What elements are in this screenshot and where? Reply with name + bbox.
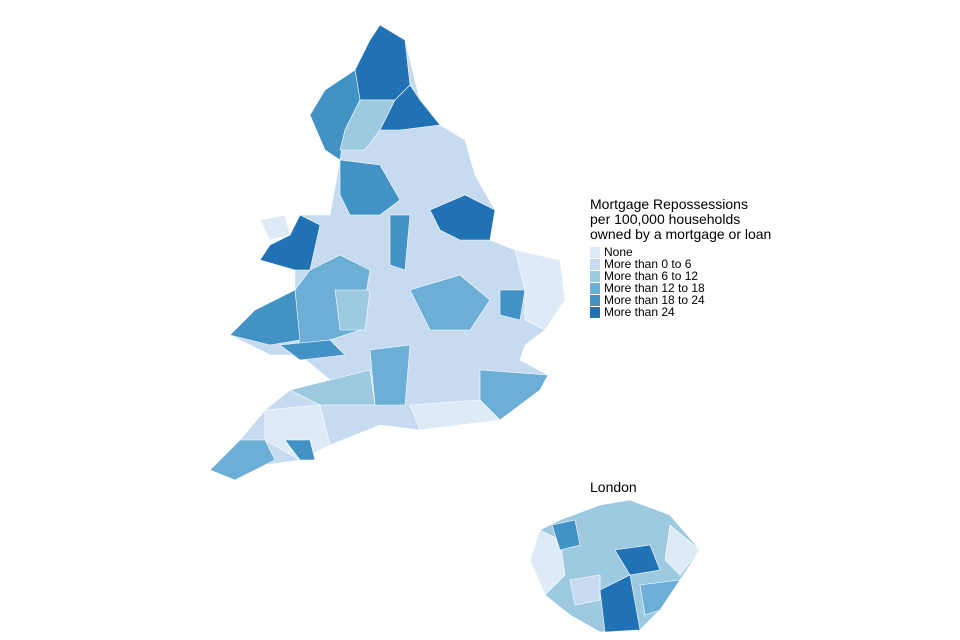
region <box>479 369 549 421</box>
legend-swatch <box>590 271 600 282</box>
region <box>614 544 661 576</box>
inset-title: London <box>590 479 637 495</box>
region <box>379 84 441 131</box>
region <box>284 439 316 461</box>
region <box>354 24 411 101</box>
region <box>569 574 601 606</box>
london-inset <box>529 499 701 633</box>
legend-label: More than 18 to 24 <box>604 293 705 307</box>
legend-swatch <box>590 259 600 270</box>
england-wales <box>209 24 566 481</box>
legend-title: per 100,000 households <box>590 211 740 227</box>
legend-label: More than 6 to 12 <box>604 269 698 283</box>
legend-title: owned by a mortgage or loan <box>590 226 771 242</box>
legend-swatch <box>590 247 600 258</box>
legend: Mortgage Repossessions per 100,000 house… <box>590 196 771 319</box>
region <box>334 289 371 331</box>
legend-swatch <box>590 307 600 318</box>
region <box>664 524 701 576</box>
region <box>229 289 301 346</box>
region <box>289 369 376 406</box>
region <box>279 339 346 361</box>
region <box>499 289 526 321</box>
region <box>369 344 411 406</box>
region <box>259 214 291 241</box>
region <box>551 519 581 551</box>
region <box>514 249 566 331</box>
legend-label: None <box>604 245 633 259</box>
region <box>429 194 496 241</box>
legend-swatch <box>590 283 600 294</box>
legend-title: Mortgage Repossessions <box>590 196 748 212</box>
region <box>409 274 491 331</box>
region <box>209 439 276 481</box>
region <box>529 529 566 596</box>
region <box>264 404 331 461</box>
legend-swatch <box>590 295 600 306</box>
legend-label: More than 0 to 6 <box>604 257 692 271</box>
region <box>409 399 501 431</box>
region <box>599 574 641 633</box>
legend-label: More than 24 <box>604 305 675 319</box>
region <box>389 214 411 271</box>
legend-label: More than 12 to 18 <box>604 281 705 295</box>
region <box>639 579 681 616</box>
region <box>259 214 321 271</box>
region <box>339 159 401 216</box>
